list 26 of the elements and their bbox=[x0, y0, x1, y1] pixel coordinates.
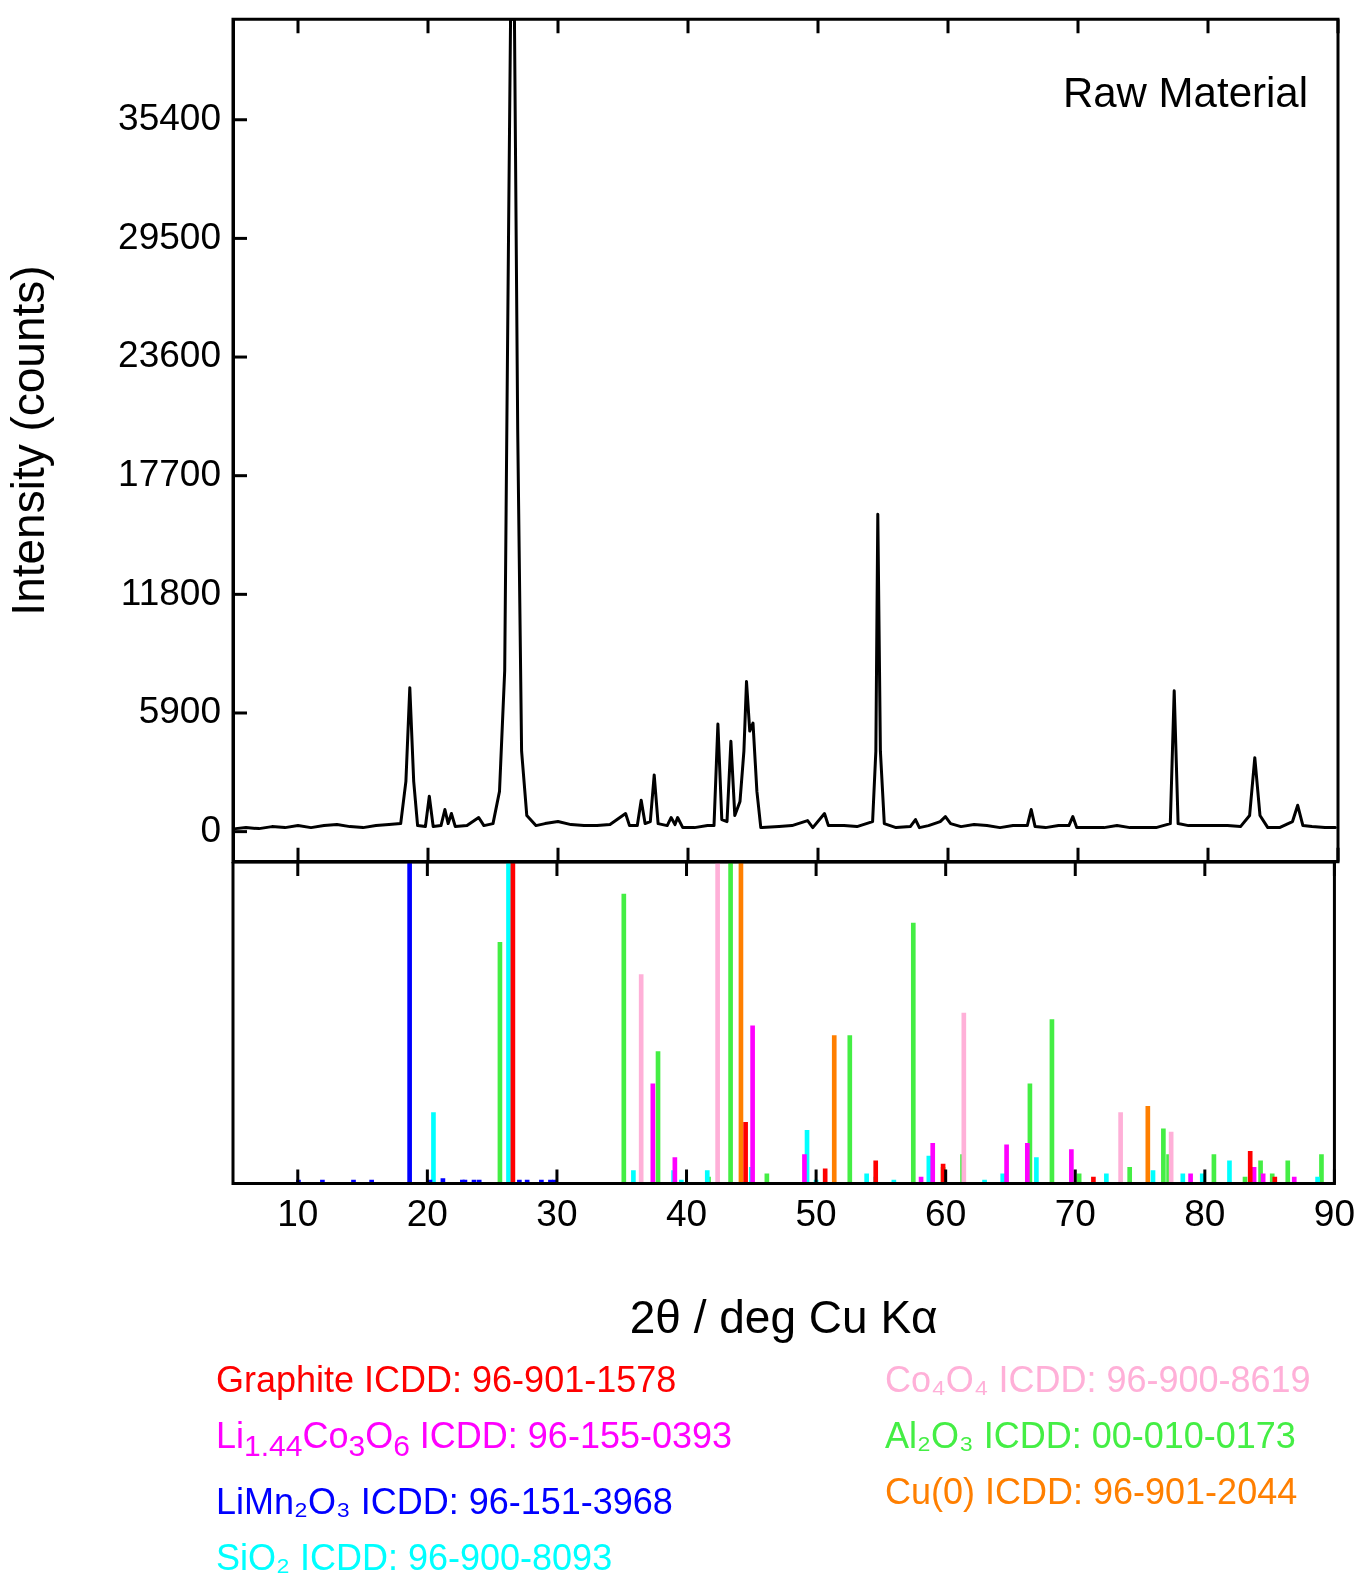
x-axis-title: 2θ / deg Cu Kα bbox=[629, 1291, 938, 1344]
y-tick-label: 35400 bbox=[118, 96, 221, 138]
x-tick-label: 10 bbox=[277, 1192, 319, 1234]
text: Graphite ICDD: 96-901-1578 bbox=[216, 1358, 678, 1402]
x-tick-label: 40 bbox=[665, 1192, 708, 1234]
x-tick-label: 20 bbox=[406, 1192, 448, 1234]
y-tick-label: 0 bbox=[200, 808, 221, 850]
x-tick-label: 60 bbox=[925, 1192, 967, 1234]
y-tick-label: 17700 bbox=[118, 452, 221, 494]
y-tick-label: 23600 bbox=[118, 334, 221, 376]
x-tick-label: 80 bbox=[1184, 1192, 1226, 1234]
x-tick-label: 90 bbox=[1313, 1192, 1355, 1234]
text: SiO₂ ICDD: 96-900-8093 bbox=[216, 1536, 614, 1581]
x-tick-label: 30 bbox=[536, 1192, 578, 1234]
text: Co₄O₄ ICDD: 96-900-8619 bbox=[885, 1358, 1312, 1402]
text: Cu(0) ICDD: 96-901-2044 bbox=[885, 1470, 1299, 1514]
y-tick-label: 11800 bbox=[120, 571, 221, 613]
x-tick-label: 50 bbox=[795, 1192, 837, 1234]
y-axis-title: Intensity (counts) bbox=[2, 265, 55, 616]
y-tick-label: 5900 bbox=[138, 690, 221, 732]
annotation: Raw Material bbox=[1062, 69, 1308, 117]
text: LiMn₂O₃ ICDD: 96-151-3968 bbox=[216, 1480, 674, 1525]
x-tick-label: 70 bbox=[1054, 1192, 1096, 1234]
text: Li$_{1.44}$Co$_{3}$O$_{6}$ ICDD: 96-155-0393 bbox=[216, 1414, 733, 1465]
text: Al₂O₃ ICDD: 00-010-0173 bbox=[885, 1414, 1297, 1458]
y-tick-label: 29500 bbox=[118, 215, 221, 257]
